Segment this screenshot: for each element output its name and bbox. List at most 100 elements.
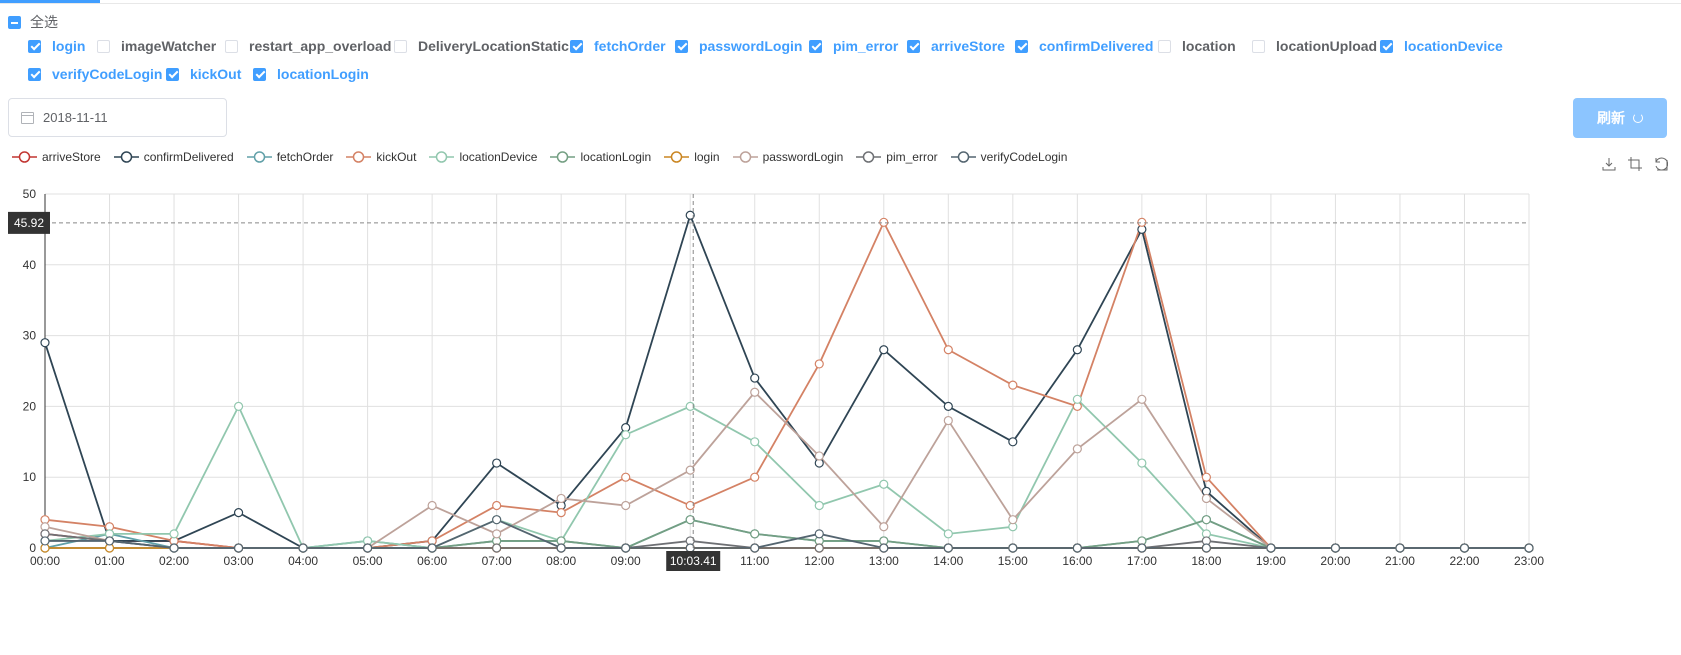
checkbox-icon <box>97 39 110 53</box>
data-point <box>943 415 953 426</box>
legend-label: pim_error <box>886 150 938 164</box>
data-point <box>1395 543 1405 553</box>
tab-divider <box>0 3 1681 4</box>
option-imagewatcher[interactable]: imageWatcher <box>97 38 216 54</box>
checkbox-icon <box>570 39 583 53</box>
data-point <box>750 437 760 447</box>
option-label: confirmDelivered <box>1039 38 1154 54</box>
option-label: imageWatcher <box>121 38 217 54</box>
option-label: location <box>1182 38 1236 54</box>
data-point <box>363 543 373 553</box>
data-point <box>943 543 953 553</box>
legend-marker-icon <box>429 151 455 163</box>
option-restart-app-overload[interactable]: restart_app_overload <box>225 38 391 54</box>
refresh-button[interactable]: 刷新 <box>1573 98 1667 138</box>
legend-item[interactable]: verifyCodeLogin <box>950 150 1067 164</box>
legend-marker-icon <box>346 151 372 163</box>
checkbox-icon <box>394 39 407 53</box>
option-label: passwordLogin <box>699 38 803 54</box>
data-point <box>879 479 889 489</box>
data-point <box>1459 543 1470 553</box>
option-pim-error[interactable]: pim_error <box>809 38 898 54</box>
y-tick-label: 40 <box>23 258 37 272</box>
data-point <box>621 543 631 553</box>
legend-item[interactable]: login <box>664 150 720 164</box>
data-point <box>492 529 502 539</box>
option-confirmdelivered[interactable]: confirmDelivered <box>1015 38 1153 54</box>
option-locationdevice[interactable]: locationDevice <box>1380 38 1503 54</box>
y-tick-label: 30 <box>23 329 37 343</box>
series-line <box>44 219 1529 549</box>
data-point <box>492 515 502 525</box>
x-tick-label: 00:00 <box>30 554 60 568</box>
checkbox-icon <box>1158 39 1171 53</box>
data-point <box>1137 394 1147 404</box>
data-point <box>1201 472 1211 482</box>
data-point <box>750 472 760 482</box>
option-verifycodelogin[interactable]: verifyCodeLogin <box>28 66 162 82</box>
data-point <box>427 500 437 511</box>
checkbox-icon <box>1380 39 1393 53</box>
option-locationupload[interactable]: locationUpload <box>1252 38 1377 54</box>
y-tick-label: 50 <box>23 187 37 201</box>
line-chart[interactable]: 0 10 20 30 40 50 00:00 01:00 02:00 03:00 04:00 05:0… <box>0 185 1681 605</box>
tooltip-y-value: 45.92 <box>14 216 44 230</box>
legend-marker-icon <box>732 151 758 163</box>
legend-item[interactable]: confirmDelivered <box>113 150 234 164</box>
date-picker[interactable]: 2018-11-11 <box>8 98 227 137</box>
x-tick-label: 19:00 <box>1256 554 1286 568</box>
data-point <box>879 522 889 532</box>
restore-icon[interactable] <box>1654 157 1669 171</box>
data-point <box>1266 543 1276 553</box>
option-arrivestore[interactable]: arriveStore <box>907 38 1005 54</box>
option-label: fetchOrder <box>594 38 666 54</box>
option-deliverylocationstatic[interactable]: DeliveryLocationStatic <box>394 38 569 54</box>
x-tick-label: 12:00 <box>804 554 834 568</box>
x-tick-label: 09:00 <box>611 554 641 568</box>
legend-label: locationLogin <box>580 150 652 164</box>
data-point <box>233 401 244 411</box>
data-point <box>233 543 244 553</box>
x-tick-label: 06:00 <box>417 554 447 568</box>
option-label: DeliveryLocationStatic <box>418 38 569 54</box>
data-point <box>750 373 760 383</box>
legend-item[interactable]: locationDevice <box>429 150 537 164</box>
legend-item[interactable]: pim_error <box>856 150 938 164</box>
legend-marker-icon <box>664 151 690 163</box>
tooltip-x-box <box>666 551 721 571</box>
data-point <box>943 401 953 411</box>
crop-icon[interactable] <box>1628 157 1642 171</box>
option-label: locationUpload <box>1276 38 1378 54</box>
select-all-label: 全选 <box>30 14 58 30</box>
select-all-checkbox[interactable]: 全选 <box>8 12 58 32</box>
legend-label: fetchOrder <box>276 150 334 164</box>
legend-item[interactable]: kickOut <box>346 150 416 164</box>
option-locationlogin[interactable]: locationLogin <box>253 66 369 82</box>
x-tick-label: 01:00 <box>95 554 125 568</box>
data-point <box>879 345 889 355</box>
legend-marker-icon <box>950 151 976 163</box>
legend-item[interactable]: fetchOrder <box>246 150 334 164</box>
option-location[interactable]: location <box>1158 38 1236 54</box>
data-point <box>879 217 889 227</box>
y-tick-label: 20 <box>23 399 37 413</box>
date-value: 2018-11-11 <box>43 110 108 125</box>
data-point <box>685 515 695 525</box>
option-fetchorder[interactable]: fetchOrder <box>570 38 666 54</box>
legend-item[interactable]: locationLogin <box>550 150 651 164</box>
data-point <box>685 465 695 475</box>
data-point <box>556 493 566 504</box>
legend-item[interactable]: passwordLogin <box>732 150 843 164</box>
download-icon[interactable] <box>1602 157 1616 171</box>
option-kickout[interactable]: kickOut <box>166 66 241 82</box>
data-point <box>233 508 244 518</box>
option-passwordlogin[interactable]: passwordLogin <box>675 38 802 54</box>
tooltip-x-value: 10:03.41 <box>670 554 717 568</box>
select-all-indeterminate-icon <box>8 15 21 29</box>
x-tick-label: 08:00 <box>546 554 576 568</box>
data-point <box>814 451 824 461</box>
data-point <box>621 472 631 482</box>
option-label: restart_app_overload <box>249 38 392 54</box>
option-login[interactable]: login <box>28 38 85 54</box>
legend-item[interactable]: arriveStore <box>12 150 101 164</box>
